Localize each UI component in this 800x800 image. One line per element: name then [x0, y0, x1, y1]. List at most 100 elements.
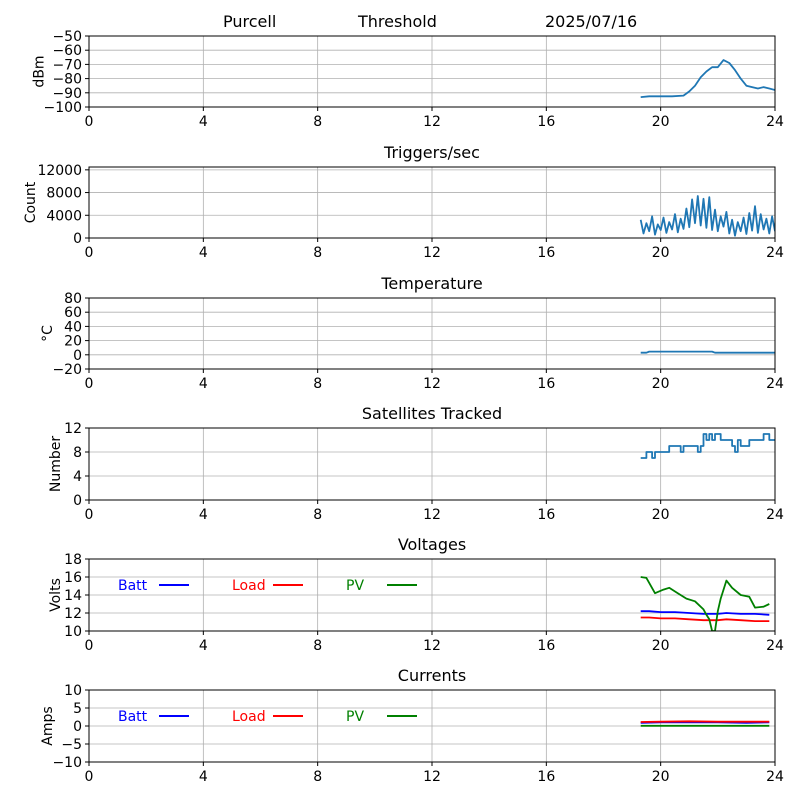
- y-tick-label: 20: [64, 334, 82, 350]
- legend-label-batt: Batt: [118, 578, 148, 594]
- x-tick-label: 16: [537, 376, 555, 392]
- x-tick-label: 4: [199, 638, 208, 654]
- legend-label-load: Load: [232, 709, 266, 725]
- y-tick-label: 0: [73, 719, 82, 735]
- series-line-1: [639, 195, 775, 237]
- series-line-batt: [640, 610, 770, 616]
- x-tick-label: 4: [199, 507, 208, 523]
- header-mode: Threshold: [357, 12, 437, 31]
- y-tick-label: 14: [64, 588, 82, 604]
- panel-1: 0 4 8 12 16 20 24 −100−90−80−70−60−50 dBm: [31, 29, 784, 130]
- x-tick-label: 0: [85, 769, 94, 785]
- y-tick-label: 16: [64, 570, 82, 586]
- x-tick-label: 8: [313, 507, 322, 523]
- x-tick-label: 16: [537, 507, 555, 523]
- panel-title: Satellites Tracked: [362, 404, 502, 423]
- y-tick-label: 60: [64, 305, 82, 321]
- y-tick-label: 10: [64, 624, 82, 640]
- x-tick-label: 20: [652, 245, 670, 261]
- x-tick-label: 24: [766, 507, 784, 523]
- series-line-1: [640, 433, 775, 459]
- y-tick-label: 8000: [46, 186, 82, 202]
- panel-4: 0 4 8 12 16 20 24 0 4 8 12 Satellites Tracked Number: [48, 404, 784, 523]
- x-tick-label: 24: [766, 769, 784, 785]
- series-line-1: [640, 59, 775, 98]
- legend-label-pv: PV: [346, 578, 364, 594]
- y-tick-label: 0: [73, 348, 82, 364]
- y-tick-label: 4: [73, 469, 82, 485]
- x-tick-label: 0: [85, 638, 94, 654]
- y-tick-label: 12: [64, 421, 82, 437]
- y-tick-label: 18: [64, 552, 82, 568]
- series-line-pv: [640, 576, 770, 631]
- x-tick-label: 8: [313, 245, 322, 261]
- x-tick-label: 16: [537, 769, 555, 785]
- header-date: 2025/07/16: [545, 12, 637, 31]
- panel-5: 0 4 8 12 16 20 24 10 12 14 16 18 Voltages Volts Batt Lo…: [48, 535, 784, 654]
- y-tick-label: 10: [64, 683, 82, 699]
- y-tick-label: 80: [64, 291, 82, 307]
- legend-label-load: Load: [232, 578, 266, 594]
- x-tick-label: 8: [313, 376, 322, 392]
- x-tick-label: 4: [199, 114, 208, 130]
- x-tick-label: 8: [313, 769, 322, 785]
- panel-title: Currents: [398, 666, 466, 685]
- y-tick-label: 4000: [46, 208, 82, 224]
- y-axis-label: Amps: [40, 706, 56, 745]
- y-tick-label: 5: [73, 701, 82, 717]
- x-tick-label: 8: [313, 114, 322, 130]
- y-tick-label: −10: [52, 755, 82, 771]
- y-tick-label: 12000: [37, 163, 82, 179]
- y-tick-label: 0: [73, 231, 82, 247]
- x-tick-label: 4: [199, 769, 208, 785]
- x-tick-label: 4: [199, 245, 208, 261]
- series-line-load: [640, 720, 770, 723]
- y-axis-label: Number: [48, 436, 64, 492]
- x-tick-label: 0: [85, 507, 94, 523]
- x-tick-label: 24: [766, 245, 784, 261]
- x-tick-label: 0: [85, 114, 94, 130]
- x-tick-label: 20: [652, 769, 670, 785]
- y-tick-label: −20: [52, 362, 82, 378]
- x-tick-label: 24: [766, 376, 784, 392]
- series-line-1: [640, 350, 775, 354]
- panel-title: Voltages: [398, 535, 466, 554]
- x-tick-label: 12: [423, 638, 441, 654]
- x-tick-label: 12: [423, 114, 441, 130]
- header-station: Purcell: [223, 12, 276, 31]
- y-tick-label: 12: [64, 606, 82, 622]
- x-tick-label: 20: [652, 376, 670, 392]
- x-tick-label: 16: [537, 114, 555, 130]
- series-line-load: [640, 616, 770, 622]
- y-axis-label: °C: [40, 325, 56, 342]
- y-tick-label: −50: [52, 29, 82, 45]
- x-tick-label: 4: [199, 376, 208, 392]
- y-axis-label: Volts: [48, 578, 64, 612]
- y-tick-label: −80: [52, 72, 82, 88]
- panel-2: 0 4 8 12 16 20 24 0 4000 8000 12000 Triggers/sec Cou…: [23, 143, 784, 261]
- y-tick-label: 40: [64, 319, 82, 335]
- x-tick-label: 24: [766, 638, 784, 654]
- y-tick-label: −90: [52, 86, 82, 102]
- x-tick-label: 12: [423, 507, 441, 523]
- y-axis-label: Count: [23, 181, 39, 223]
- y-axis-label: dBm: [31, 55, 47, 87]
- y-tick-label: 0: [73, 493, 82, 509]
- x-tick-label: 8: [313, 638, 322, 654]
- x-tick-label: 20: [652, 114, 670, 130]
- y-tick-label: −5: [61, 737, 82, 753]
- x-tick-label: 0: [85, 376, 94, 392]
- legend-label-batt: Batt: [118, 709, 148, 725]
- x-tick-label: 20: [652, 507, 670, 523]
- panel-title: Triggers/sec: [383, 143, 480, 162]
- x-tick-label: 24: [766, 114, 784, 130]
- panel-title: Temperature: [380, 274, 482, 293]
- x-tick-label: 20: [652, 638, 670, 654]
- x-tick-label: 0: [85, 245, 94, 261]
- x-tick-label: 12: [423, 769, 441, 785]
- legend-label-pv: PV: [346, 709, 364, 725]
